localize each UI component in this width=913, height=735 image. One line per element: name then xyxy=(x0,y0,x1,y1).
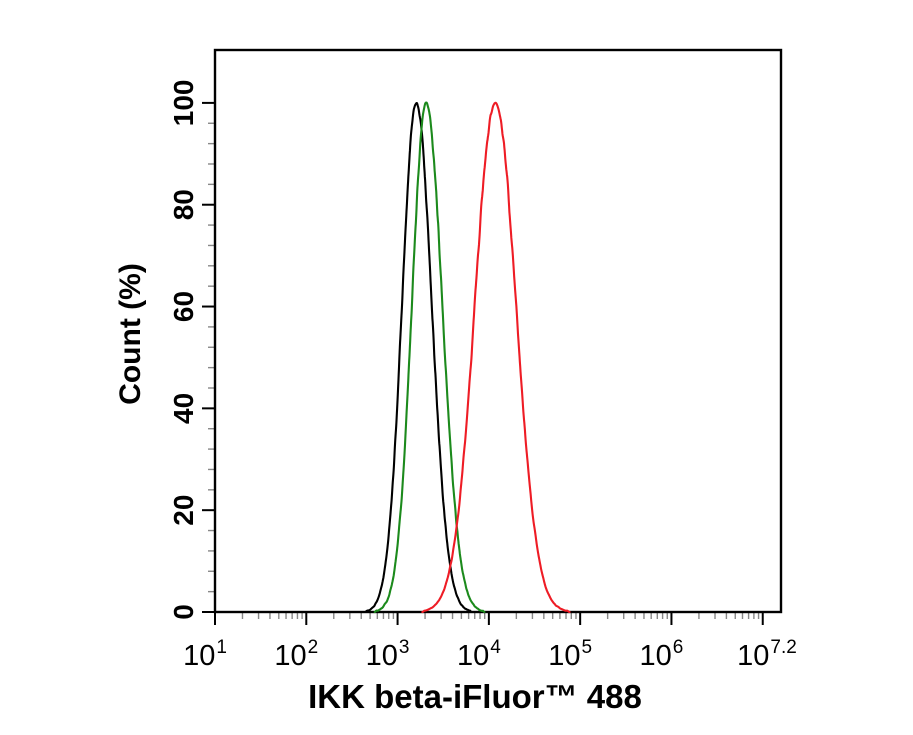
svg-text:105: 105 xyxy=(548,637,592,672)
svg-text:104: 104 xyxy=(457,637,501,672)
svg-text:IKK beta-iFluor™ 488: IKK beta-iFluor™ 488 xyxy=(308,678,642,715)
svg-text:0: 0 xyxy=(168,604,199,620)
svg-text:107.2: 107.2 xyxy=(737,637,797,672)
svg-text:100: 100 xyxy=(168,80,199,127)
svg-text:102: 102 xyxy=(274,637,318,672)
svg-text:106: 106 xyxy=(640,637,684,672)
svg-text:Count (%): Count (%) xyxy=(114,263,147,405)
svg-text:80: 80 xyxy=(168,189,199,220)
svg-text:101: 101 xyxy=(183,637,227,672)
svg-text:103: 103 xyxy=(366,637,410,672)
svg-text:20: 20 xyxy=(168,495,199,526)
svg-text:40: 40 xyxy=(168,393,199,424)
svg-text:60: 60 xyxy=(168,291,199,322)
